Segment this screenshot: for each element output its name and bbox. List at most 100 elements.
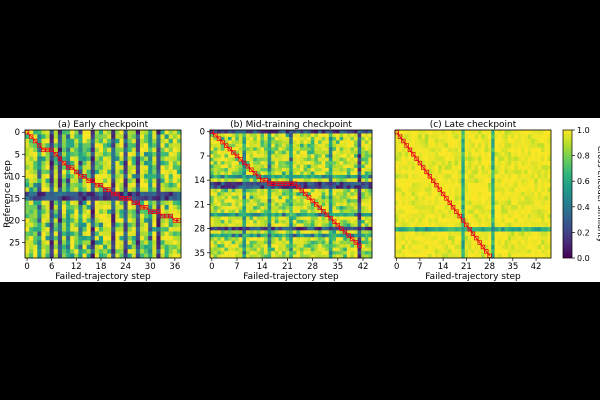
heatmap-cell [264,216,268,221]
heatmap-cell [524,249,529,254]
heatmap-cell [238,178,243,183]
heatmap-cell [527,209,532,215]
heatmap-cell [395,249,399,254]
heatmap-cell [434,200,439,206]
heatmap-cell [332,226,337,231]
heatmap-cell [339,209,344,214]
heatmap-cell [210,181,214,186]
heatmap-cell [253,185,258,190]
heatmap-cell [231,230,236,235]
heatmap-cell [504,165,509,171]
heatmap-cell [61,165,67,171]
heatmap-cell [534,143,539,148]
heatmap-cell [94,244,100,250]
heatmap-cell [249,147,254,152]
heatmap-cell [296,143,301,148]
heatmap-cell [238,237,243,241]
alignment-path-marker [74,169,79,175]
heatmap-cell [504,235,509,241]
heatmap-cell [131,178,137,184]
heatmap-cell [357,226,362,231]
heatmap-cell [285,213,290,217]
heatmap-cell [148,156,153,162]
heatmap-cell [395,134,399,140]
heatmap-cell [401,244,406,250]
heatmap-cell [487,174,492,179]
heatmap-cell [98,174,104,179]
heatmap-cell [504,174,509,179]
heatmap-cell [274,206,279,210]
heatmap-cell [53,205,59,210]
heatmap-cell [210,251,214,255]
heatmap-cell [300,161,304,165]
y-tick-label: 7 [200,152,205,162]
heatmap-cell [220,174,225,179]
heatmap-cell [534,222,539,228]
heatmap-cell [213,168,218,172]
heatmap-cell [395,205,399,210]
heatmap-cell [328,206,333,210]
heatmap-cell [228,240,232,245]
heatmap-cell [424,244,429,250]
heatmap-cell [368,206,373,210]
heatmap-cell [256,133,261,138]
heatmap-cell [414,174,419,179]
heatmap-cell [491,152,495,157]
heatmap-cell [438,152,442,157]
heatmap-cell [504,205,509,210]
heatmap-cell [534,178,539,184]
alignment-path-marker [464,222,469,228]
heatmap-cell [278,240,283,245]
heatmap-cell [468,138,472,144]
heatmap-cell [318,230,322,235]
heatmap-cell [507,165,512,171]
heatmap-cell [497,205,502,210]
heatmap-cell [484,138,489,144]
heatmap-cell [544,182,548,188]
heatmap-cell [78,130,83,135]
heatmap-cell [494,130,499,135]
heatmap-cell [90,165,96,171]
heatmap-cell [451,191,456,197]
heatmap-cell [253,147,258,152]
heatmap-cell [398,200,402,206]
heatmap-cell [33,160,38,166]
heatmap-cell [310,192,315,197]
heatmap-cell [282,247,286,252]
heatmap-cell [418,143,422,148]
alignment-path-marker [33,138,38,144]
heatmap-cell [123,165,128,171]
heatmap-cell [82,165,87,171]
heatmap-cell [238,240,243,245]
heatmap-cell [541,152,545,157]
heatmap-cell [303,244,308,248]
heatmap-cell [249,178,254,183]
heatmap-cell [135,156,141,162]
heatmap-cell [213,226,218,231]
heatmap-cell [139,169,145,175]
heatmap-cell [368,237,373,241]
heatmap-cell [524,222,529,228]
heatmap-cell [246,230,250,235]
heatmap-cell [242,136,247,141]
heatmap-cell [220,206,225,210]
heatmap-cell [111,174,116,179]
heatmap-cell [398,218,402,223]
heatmap-cell [249,240,254,245]
heatmap-cell [346,171,351,176]
heatmap-cell [296,174,301,179]
heatmap-cell [524,138,529,144]
heatmap-cell [541,240,545,246]
heatmap-cell [428,205,432,210]
heatmap-cell [431,169,436,175]
heatmap-cell [527,143,532,148]
heatmap-cell [289,143,294,148]
heatmap-cell [325,202,330,207]
heatmap-cell [70,130,75,135]
heatmap-cell [90,222,96,228]
heatmap-cell [213,157,218,162]
heatmap-cell [364,195,369,200]
heatmap-cell [303,188,308,193]
heatmap-cell [271,161,276,165]
heatmap-cell [318,199,322,203]
